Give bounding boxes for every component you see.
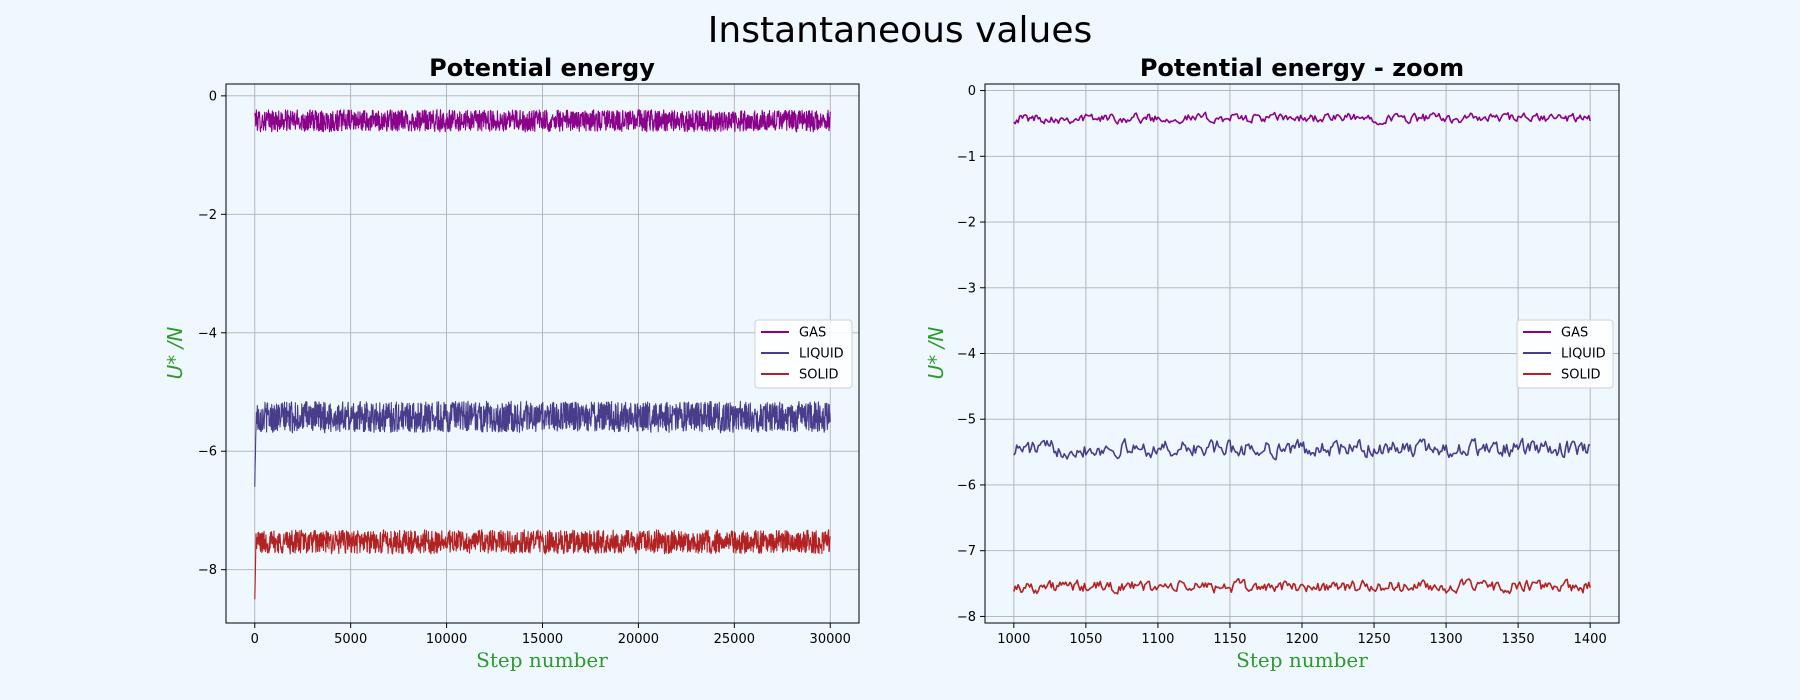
x-axis-ticks: 1000 1050 1100 1150 1200 1250 1300 1350 1400 xyxy=(997,623,1607,647)
y-tick-label: −6 xyxy=(198,445,217,460)
series-line-gas xyxy=(254,109,831,133)
y-tick-label: 0 xyxy=(209,89,217,104)
x-axis-ticks: 0 5000 10000 15000 20000 25000 30000 xyxy=(251,623,851,647)
y-tick-label: −8 xyxy=(957,610,976,625)
figure-suptitle: Instantaneous values xyxy=(708,10,1092,51)
series-line-solid xyxy=(254,529,831,600)
x-tick-label: 5000 xyxy=(334,632,367,647)
x-tick-label: 20000 xyxy=(618,632,659,647)
y-tick-label: 0 xyxy=(968,84,976,99)
grid xyxy=(985,84,1619,623)
y-tick-label: −2 xyxy=(957,216,976,231)
legend-label-liquid: LIQUID xyxy=(1561,347,1606,362)
x-tick-label: 1000 xyxy=(997,632,1030,647)
x-axis-label: Step number xyxy=(1236,648,1368,672)
x-tick-label: 1150 xyxy=(1213,632,1246,647)
y-tick-label: −5 xyxy=(957,413,976,428)
x-tick-label: 1400 xyxy=(1574,632,1607,647)
x-tick-label: 25000 xyxy=(714,632,755,647)
y-axis-ticks: 0 −2 −4 −6 −8 xyxy=(198,89,226,578)
x-tick-label: 10000 xyxy=(426,632,467,647)
legend-box xyxy=(1516,319,1614,389)
y-tick-label: −6 xyxy=(957,478,976,493)
legend-label-liquid: LIQUID xyxy=(799,347,844,362)
x-tick-label: 1200 xyxy=(1285,632,1318,647)
x-tick-label: 30000 xyxy=(810,632,851,647)
x-axis-label: Step number xyxy=(476,648,608,672)
series-line-gas xyxy=(1013,111,1591,126)
x-tick-label: 1300 xyxy=(1430,632,1463,647)
y-tick-label: −2 xyxy=(198,208,217,223)
y-tick-label: −1 xyxy=(957,150,976,165)
x-tick-label: 1100 xyxy=(1141,632,1174,647)
legend-label-gas: GAS xyxy=(1561,326,1588,341)
y-axis-ticks: 0 −1 −2 −3 −4 −5 −6 −7 −8 xyxy=(957,84,985,625)
chart-potential-energy: Potential energy 0 5000 10000 15000 20000 250… xyxy=(163,54,860,672)
x-tick-label: 1350 xyxy=(1502,632,1535,647)
x-tick-label: 1250 xyxy=(1358,632,1391,647)
chart-title: Potential energy - zoom xyxy=(1140,54,1464,82)
y-axis-label: U* /N xyxy=(924,327,948,380)
series-line-liquid xyxy=(1013,437,1591,461)
legend: GAS LIQUID SOLID xyxy=(1516,319,1614,389)
series-lines xyxy=(1013,111,1591,595)
chart-title: Potential energy xyxy=(429,54,655,82)
grid xyxy=(226,84,859,623)
legend-label-gas: GAS xyxy=(799,326,826,341)
x-tick-label: 1050 xyxy=(1069,632,1102,647)
chart-potential-energy-zoom: Potential energy - zoom 1000 1050 1100 1150… xyxy=(924,54,1620,672)
x-tick-label: 0 xyxy=(251,632,259,647)
y-tick-label: −3 xyxy=(957,281,976,296)
y-tick-label: −8 xyxy=(198,563,217,578)
series-line-solid xyxy=(1013,577,1591,595)
series-line-liquid xyxy=(254,400,831,487)
y-tick-label: −4 xyxy=(198,326,217,341)
legend: GAS LIQUID SOLID xyxy=(754,319,853,389)
series-lines xyxy=(254,109,831,600)
legend-box xyxy=(754,319,853,389)
y-tick-label: −7 xyxy=(957,544,976,559)
legend-label-solid: SOLID xyxy=(1561,368,1601,383)
x-tick-label: 15000 xyxy=(522,632,563,647)
legend-label-solid: SOLID xyxy=(799,368,839,383)
y-axis-label: U* /N xyxy=(163,327,187,380)
y-tick-label: −4 xyxy=(957,347,976,362)
